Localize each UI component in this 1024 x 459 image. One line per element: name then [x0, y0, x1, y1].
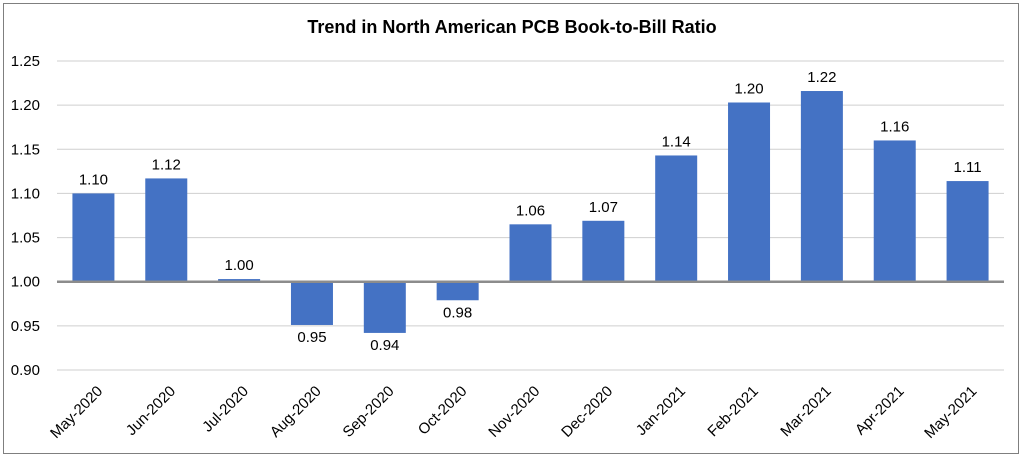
x-tick-label: Sep-2020 — [340, 383, 398, 441]
data-label: 1.10 — [79, 171, 108, 188]
data-label: 1.00 — [225, 257, 254, 274]
x-tick-label: Dec-2020 — [558, 383, 616, 441]
bar — [873, 140, 916, 282]
y-tick-label: 1.05 — [11, 230, 40, 247]
x-tick-label: Jul-2020 — [199, 383, 252, 436]
x-tick-label: Oct-2020 — [415, 383, 471, 439]
bar — [728, 102, 771, 282]
bar — [946, 181, 989, 282]
x-tick-label: Mar-2021 — [777, 383, 834, 440]
data-label: 1.22 — [807, 69, 836, 86]
x-tick-label: Feb-2021 — [704, 383, 761, 440]
y-tick-label: 1.10 — [11, 185, 40, 202]
bar — [655, 155, 698, 282]
data-label: 0.95 — [297, 329, 326, 346]
chart-title: Trend in North American PCB Book-to-Bill… — [307, 17, 716, 37]
x-tick-label: Aug-2020 — [267, 383, 325, 441]
bar — [800, 91, 843, 282]
data-labels: 1.10 1.12 1.00 0.95 0.94 0.98 1.06 1.07 1.14 1.20… — [79, 69, 982, 354]
y-axis: 0.90 0.95 1.00 1.05 1.10 1.15 1.20 1.25 — [11, 53, 40, 379]
data-label: 1.12 — [152, 156, 181, 173]
bar — [363, 281, 406, 333]
data-label: 1.06 — [516, 202, 545, 219]
bar — [509, 224, 552, 282]
x-tick-label: Jun-2020 — [123, 383, 179, 439]
x-tick-label: May-2021 — [921, 383, 980, 442]
data-label: 1.16 — [880, 118, 909, 135]
bar — [145, 178, 188, 282]
x-tick-label: Apr-2021 — [852, 383, 908, 439]
y-tick-label: 1.20 — [11, 97, 40, 114]
data-label: 1.20 — [734, 80, 763, 97]
chart-frame: Trend in North American PCB Book-to-Bill… — [3, 3, 1019, 454]
data-label: 1.07 — [589, 199, 618, 216]
y-tick-label: 0.95 — [11, 318, 40, 335]
x-axis: May-2020 Jun-2020 Jul-2020 Aug-2020 Sep-2020… — [47, 383, 980, 442]
bar — [582, 220, 625, 282]
data-label: 1.11 — [954, 159, 982, 176]
x-tick-label: Nov-2020 — [485, 383, 543, 441]
bar — [72, 193, 115, 282]
y-tick-label: 1.00 — [11, 274, 40, 291]
bar — [290, 281, 333, 325]
x-tick-label: Jan-2021 — [633, 383, 689, 439]
data-label: 0.98 — [443, 304, 472, 321]
data-label: 0.94 — [370, 337, 399, 354]
x-tick-label: May-2020 — [47, 383, 106, 442]
y-tick-label: 1.25 — [11, 53, 40, 70]
bar-chart: Trend in North American PCB Book-to-Bill… — [11, 17, 1004, 442]
bar — [436, 281, 479, 301]
data-label: 1.14 — [662, 133, 691, 150]
y-tick-label: 0.90 — [11, 362, 40, 379]
bar — [218, 279, 261, 282]
y-tick-label: 1.15 — [11, 141, 40, 158]
bars — [72, 91, 989, 333]
